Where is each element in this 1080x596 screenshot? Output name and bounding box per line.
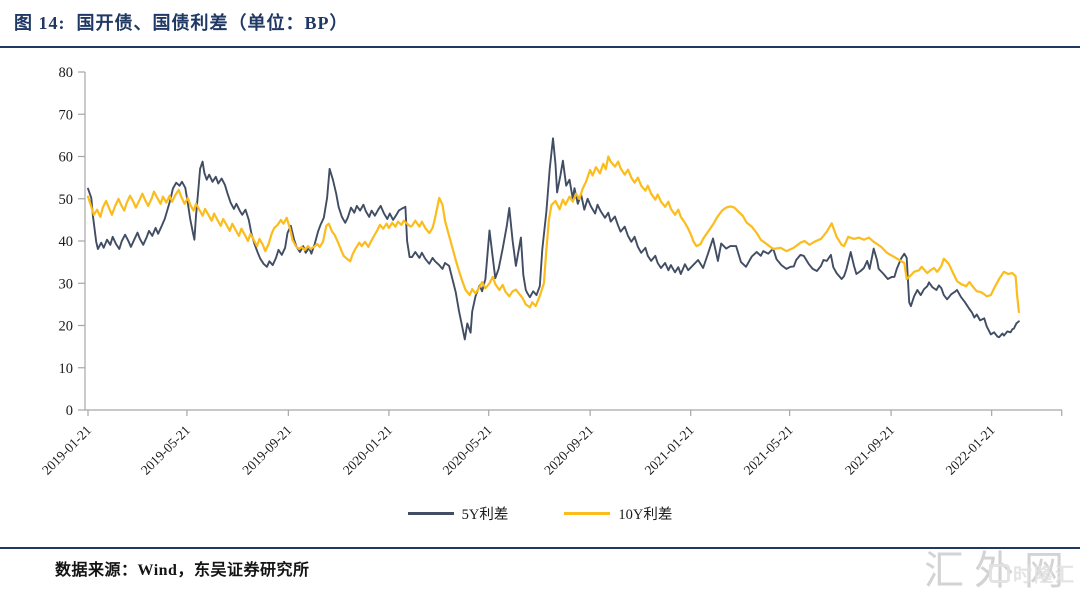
axis-lines (84, 72, 1062, 411)
x-tick-label: 2021-05-21 (741, 423, 796, 478)
series-line-10y (86, 155, 1021, 314)
legend-swatch-5y (407, 512, 454, 515)
x-tick-label: 2019-09-21 (239, 423, 294, 478)
figure-title: 图 14: 国开债、国债利差（单位：BP） (14, 13, 349, 33)
watermark-logo-text: 时隆汇 (1012, 565, 1076, 586)
y-tick-label: 20 (59, 319, 74, 335)
y-tick-label: 60 (59, 150, 74, 166)
legend-label-5y: 5Y利差 (461, 507, 509, 523)
x-tick-label: 2020-05-21 (440, 423, 495, 478)
y-tick-label: 50 (59, 192, 74, 208)
y-tick-label: 40 (59, 234, 74, 250)
x-tick-label: 2019-05-21 (138, 423, 193, 478)
series-line-5y (87, 137, 1020, 341)
y-tick-label: 70 (59, 107, 74, 123)
watermark-logo: 时隆汇 (988, 560, 1076, 587)
x-tick-label: 2021-09-21 (842, 423, 897, 478)
x-tick-label: 2020-09-21 (541, 423, 596, 478)
footer-divider (0, 547, 1080, 549)
legend-swatch-10y (564, 512, 611, 515)
legend-item-10y: 10Y利差 (564, 503, 672, 524)
legend-item-5y: 5Y利差 (407, 503, 509, 524)
x-tick-label: 2020-01-21 (340, 423, 395, 478)
chart-legend: 5Y利差 10Y利差 (0, 503, 1080, 524)
y-tick-label: 0 (66, 403, 73, 419)
y-tick-label: 10 (59, 361, 74, 377)
x-tick-label: 2019-01-21 (39, 423, 94, 478)
x-tick-label: 2022-01-21 (943, 423, 998, 478)
watermark-text: 汇外网 (924, 548, 1074, 593)
x-tick-label: 2021-01-21 (642, 423, 697, 478)
title-divider (0, 46, 1080, 48)
legend-label-10y: 10Y利差 (618, 507, 673, 523)
y-tick-label: 30 (59, 276, 74, 292)
watermark-logo-icon (988, 564, 1010, 583)
y-tick-label: 80 (59, 65, 74, 81)
data-source-note: 数据来源：Wind，东吴证券研究所 (55, 562, 310, 579)
